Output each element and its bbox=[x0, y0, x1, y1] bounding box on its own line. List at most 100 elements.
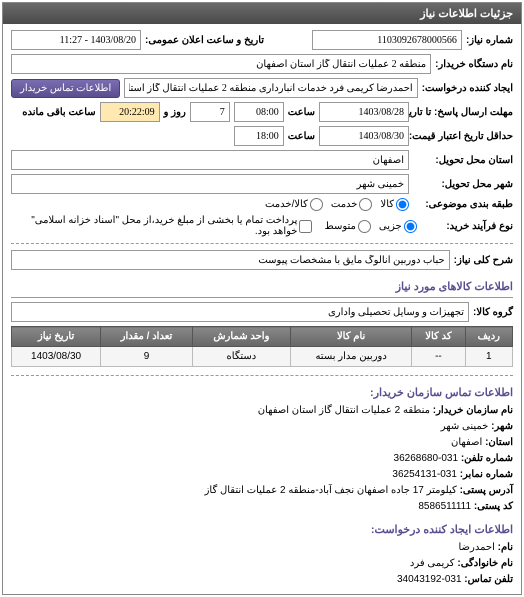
validity-time-input[interactable] bbox=[234, 126, 284, 146]
contact-info-block: نام سازمان خریدار: منطقه 2 عملیات انتقال… bbox=[11, 403, 513, 515]
row-requester: ایجاد کننده درخواست: اطلاعات تماس خریدار bbox=[11, 78, 513, 98]
row-need-no: شماره نیاز: تاریخ و ساعت اعلان عمومی: bbox=[11, 30, 513, 50]
items-table: ردیف کد کالا نام کالا واحد شمارش تعداد /… bbox=[11, 326, 513, 367]
radio-kala-input[interactable] bbox=[396, 198, 409, 211]
pub-date-input[interactable] bbox=[11, 30, 141, 50]
contact-addr-line: آدرس پستی: کیلومتر 17 جاده اصفهان نجف آب… bbox=[11, 483, 513, 499]
treasury-checkbox-text: پرداخت تمام یا بخشی از مبلغ خرید،از محل … bbox=[11, 215, 297, 237]
pub-date-label: تاریخ و ساعت اعلان عمومی: bbox=[145, 35, 264, 46]
req-name: احمدرضا bbox=[459, 542, 495, 553]
requester-section-header: اطلاعات ایجاد کننده درخواست: bbox=[11, 519, 513, 540]
contact-postal-label: کد پستی: bbox=[474, 501, 513, 512]
radio-motavaset-input[interactable] bbox=[358, 220, 371, 233]
validity-label: حداقل تاریخ اعتبار قیمت: تا تاریخ: bbox=[413, 131, 513, 142]
row-purchase-type: نوع فرآیند خرید: جزیی متوسط پرداخت تمام … bbox=[11, 215, 513, 237]
row-subject-cat: طبقه بندی موضوعی: کالا خدمت کالا/خدمت bbox=[11, 198, 513, 211]
treasury-checkbox-input[interactable] bbox=[299, 220, 312, 233]
th-4: تعداد / مقدار bbox=[101, 327, 193, 347]
days-remain-input[interactable] bbox=[190, 102, 230, 122]
req-name-line: نام: احمدرضا bbox=[11, 540, 513, 556]
deadline-date-input[interactable] bbox=[319, 102, 409, 122]
contact-addr-label: آدرس پستی: bbox=[460, 485, 513, 496]
buyer-org-label: نام دستگاه خریدار: bbox=[435, 59, 513, 70]
panel-title: جزئیات اطلاعات نیاز bbox=[3, 3, 521, 24]
requester-info-block: نام: احمدرضا نام خانوادگی: کریمی فرد تلف… bbox=[11, 540, 513, 588]
days-label: روز و bbox=[164, 107, 186, 118]
th-3: واحد شمارش bbox=[192, 327, 290, 347]
th-5: تاریخ نیاز bbox=[12, 327, 101, 347]
td-5: 1403/08/30 bbox=[12, 347, 101, 367]
th-2: نام کالا bbox=[290, 327, 411, 347]
td-0: 1 bbox=[465, 347, 512, 367]
contact-province: اصفهان bbox=[451, 437, 482, 448]
buyer-org-input[interactable] bbox=[11, 54, 431, 74]
row-deadline: مهلت ارسال پاسخ: تا تاریخ: ساعت روز و سا… bbox=[11, 102, 513, 122]
purchase-type-label: نوع فرآیند خرید: bbox=[421, 221, 513, 232]
row-validity: حداقل تاریخ اعتبار قیمت: تا تاریخ: ساعت bbox=[11, 126, 513, 146]
items-section-header: اطلاعات کالاهای مورد نیاز bbox=[11, 276, 513, 298]
contact-postal: 8586511111 bbox=[418, 501, 471, 512]
contact-province-label: استان: bbox=[485, 437, 513, 448]
need-no-input[interactable] bbox=[312, 30, 462, 50]
row-city: شهر محل تحویل: bbox=[11, 174, 513, 194]
req-family-line: نام خانوادگی: کریمی فرد bbox=[11, 556, 513, 572]
time-remain-input[interactable] bbox=[100, 102, 160, 122]
deadline-label: مهلت ارسال پاسخ: تا تاریخ: bbox=[413, 107, 513, 118]
group-input[interactable] bbox=[11, 302, 469, 322]
td-4: 9 bbox=[101, 347, 193, 367]
req-tel-line: تلفن تماس: 031-34043192 bbox=[11, 572, 513, 588]
radio-kala-khedmat[interactable]: کالا/خدمت bbox=[265, 198, 323, 211]
contact-tel-label: شماره تلفن: bbox=[461, 453, 513, 464]
desc-input[interactable] bbox=[11, 250, 450, 270]
th-1: کد کالا bbox=[412, 327, 465, 347]
radio-jozi-input[interactable] bbox=[404, 220, 417, 233]
radio-kala-text: کالا bbox=[380, 199, 394, 210]
time-label-2: ساعت bbox=[288, 131, 315, 142]
requester-label: ایجاد کننده درخواست: bbox=[422, 83, 513, 94]
province-label: استان محل تحویل: bbox=[413, 155, 513, 166]
main-panel: جزئیات اطلاعات نیاز شماره نیاز: تاریخ و … bbox=[2, 2, 522, 595]
time-label-1: ساعت bbox=[288, 107, 315, 118]
row-province: استان محل تحویل: bbox=[11, 150, 513, 170]
contact-fax: 031-36254131 bbox=[392, 469, 457, 480]
province-input[interactable] bbox=[11, 150, 409, 170]
radio-khedmat[interactable]: خدمت bbox=[331, 198, 373, 211]
contact-tel-line: شماره تلفن: 031-36268680 bbox=[11, 451, 513, 467]
city-input[interactable] bbox=[11, 174, 409, 194]
time-remain-label: ساعت باقی مانده bbox=[22, 107, 95, 118]
subject-cat-label: طبقه بندی موضوعی: bbox=[413, 199, 513, 210]
deadline-time-input[interactable] bbox=[234, 102, 284, 122]
validity-date-input[interactable] bbox=[319, 126, 409, 146]
contact-city: خمینی شهر bbox=[441, 421, 489, 432]
td-2: دوربین مدار بسته bbox=[290, 347, 411, 367]
contact-fax-label: شماره نمابر: bbox=[460, 469, 513, 480]
contact-province-line: استان: اصفهان bbox=[11, 435, 513, 451]
contact-org: منطقه 2 عملیات انتقال گاز استان اصفهان bbox=[258, 405, 430, 416]
radio-jozi-text: جزیی bbox=[379, 221, 402, 232]
contact-city-line: شهر: خمینی شهر bbox=[11, 419, 513, 435]
table-header-row: ردیف کد کالا نام کالا واحد شمارش تعداد /… bbox=[12, 327, 513, 347]
divider-2 bbox=[11, 375, 513, 376]
desc-label: شرح کلی نیاز: bbox=[454, 255, 513, 266]
requester-input[interactable] bbox=[124, 78, 417, 98]
td-3: دستگاه bbox=[192, 347, 290, 367]
radio-kala-khedmat-input[interactable] bbox=[310, 198, 323, 211]
radio-jozi[interactable]: جزیی bbox=[379, 220, 417, 233]
radio-motavaset[interactable]: متوسط bbox=[324, 220, 370, 233]
req-family: کریمی فرد bbox=[410, 558, 455, 569]
radio-khedmat-input[interactable] bbox=[359, 198, 372, 211]
contact-org-line: نام سازمان خریدار: منطقه 2 عملیات انتقال… bbox=[11, 403, 513, 419]
row-desc: شرح کلی نیاز: bbox=[11, 250, 513, 270]
contact-fax-line: شماره نمابر: 031-36254131 bbox=[11, 467, 513, 483]
radio-kala-khedmat-text: کالا/خدمت bbox=[265, 199, 308, 210]
contact-postal-line: کد پستی: 8586511111 bbox=[11, 499, 513, 515]
contact-tel: 031-36268680 bbox=[394, 453, 459, 464]
contact-info-button[interactable]: اطلاعات تماس خریدار bbox=[11, 79, 120, 98]
group-label: گروه کالا: bbox=[473, 307, 513, 318]
treasury-checkbox[interactable]: پرداخت تمام یا بخشی از مبلغ خرید،از محل … bbox=[11, 215, 312, 237]
city-label: شهر محل تحویل: bbox=[413, 179, 513, 190]
radio-kala[interactable]: کالا bbox=[380, 198, 409, 211]
table-row[interactable]: 1 -- دوربین مدار بسته دستگاه 9 1403/08/3… bbox=[12, 347, 513, 367]
row-buyer-org: نام دستگاه خریدار: bbox=[11, 54, 513, 74]
radio-khedmat-text: خدمت bbox=[331, 199, 358, 210]
